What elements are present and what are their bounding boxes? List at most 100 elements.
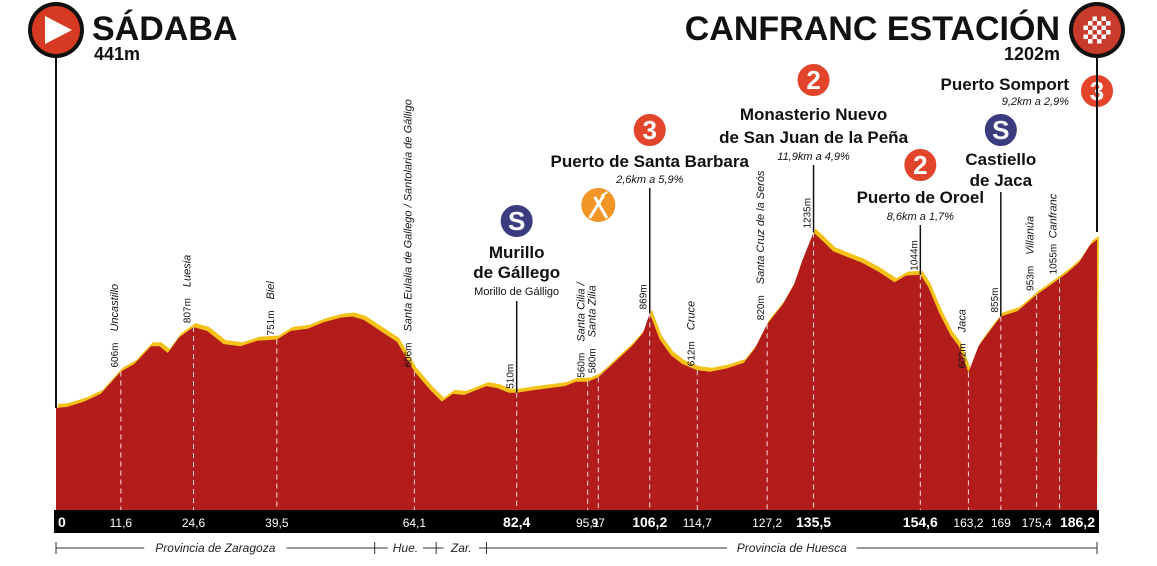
sprint-sub: Morillo de Gálligo	[474, 286, 559, 298]
region-label: Zar.	[450, 541, 472, 555]
sprint-name: Castiello	[965, 150, 1036, 169]
km-bar	[54, 510, 1099, 533]
climb-name: Monasterio Nuevo	[740, 105, 887, 124]
checker-square	[1092, 25, 1097, 30]
km-tick-label: 135,5	[796, 514, 831, 530]
checker-square	[1106, 25, 1111, 30]
checker-square	[1097, 39, 1102, 44]
location-name: Santa Zilia	[586, 285, 598, 337]
fork-knife-icon	[579, 186, 618, 224]
location-name: Biel	[265, 281, 277, 300]
km-tick-label: 97	[592, 516, 606, 530]
location-altitude: 606m	[403, 343, 414, 368]
sprint-icon	[982, 112, 1019, 148]
location-altitude: 855m	[990, 287, 1001, 312]
km-tick-label: 175,4	[1022, 516, 1052, 530]
km-tick-label: 106,2	[632, 514, 667, 530]
checker-square	[1101, 39, 1106, 44]
checker-square	[1083, 25, 1088, 30]
location-name: Jaca	[956, 309, 968, 333]
location-altitude: 820m	[756, 295, 767, 320]
region-label: Provincia de Zaragoza	[155, 541, 275, 555]
start-flag-icon	[28, 2, 84, 58]
km-tick-label: 127,2	[752, 516, 782, 530]
location-name: Uncastillo	[109, 284, 121, 332]
climb-category-icon	[631, 112, 668, 148]
climb-category-icon	[902, 147, 939, 183]
fork-tine	[600, 191, 608, 197]
sprint-name-2: de Gállego	[473, 263, 560, 282]
km-tick-label: 64,1	[403, 516, 427, 530]
location-altitude: 580m	[587, 348, 598, 373]
checker-square	[1088, 39, 1093, 44]
km-tick-label: 163,2	[953, 516, 983, 530]
checker-square	[1088, 16, 1093, 21]
checker-square	[1088, 21, 1093, 26]
checker-square	[1097, 30, 1102, 35]
checker-square	[1092, 39, 1097, 44]
knife-shape	[593, 196, 608, 219]
climb-name: Puerto de Santa Barbara	[551, 152, 750, 171]
region-label: Provincia de Huesca	[737, 541, 847, 555]
climb-name: Puerto de Oroel	[857, 188, 985, 207]
checker-square	[1101, 34, 1106, 39]
sprint-name: Murillo	[489, 243, 545, 262]
region-label-bg	[726, 540, 857, 556]
climb-category-icon	[795, 62, 832, 98]
location-altitude: 1055m	[1049, 244, 1060, 275]
checker-square	[1101, 16, 1106, 21]
checker-square	[1083, 21, 1088, 26]
checker-square	[1097, 25, 1102, 30]
checker-square	[1092, 30, 1097, 35]
location-name: Canfranc	[1048, 193, 1060, 238]
location-altitude: 751m	[266, 310, 277, 335]
climb-detail: 8,6km a 1,7%	[887, 211, 954, 223]
checker-square	[1092, 21, 1097, 26]
start-city: SÁDABA	[92, 10, 237, 48]
km-tick-label: 154,6	[903, 514, 938, 530]
location-name: Santa Cilia /	[576, 281, 588, 341]
location-name: Luesia	[182, 255, 194, 287]
km-tick-label: 82,4	[503, 514, 530, 530]
checker-square	[1097, 34, 1102, 39]
region-label: Hue.	[393, 541, 418, 555]
location-altitude: 602m	[957, 343, 968, 368]
location-altitude: 612m	[686, 341, 697, 366]
finish-flag-icon	[1069, 2, 1125, 58]
km-tick-label: 39,5	[265, 516, 289, 530]
km-tick-label: 11,6	[110, 516, 133, 530]
climb-detail: 9,2km a 2,9%	[1002, 96, 1069, 108]
sprint-icon	[498, 203, 535, 239]
checker-square	[1088, 34, 1093, 39]
region-label-bg	[443, 540, 479, 556]
checker-square	[1092, 34, 1097, 39]
km-tick-label: 24,6	[182, 516, 206, 530]
km-tick-label: 186,2	[1060, 514, 1095, 530]
km-tick-label: 169	[991, 516, 1011, 530]
location-altitude: 560m	[577, 353, 588, 378]
finish-city: CANFRANC ESTACIÓN	[685, 10, 1060, 48]
climb-category: 3	[643, 115, 657, 145]
km-tick-label: 95,1	[576, 516, 600, 530]
sprint-badge: S	[508, 206, 525, 236]
checker-square	[1101, 21, 1106, 26]
start-elevation: 441m	[94, 44, 140, 64]
region-label-bg	[144, 540, 287, 556]
climb-name-2: de San Juan de la Peña	[719, 128, 909, 147]
fork-shape	[588, 194, 605, 219]
location-name: Santa Cruz de la Serós	[755, 170, 767, 284]
checker-square	[1097, 21, 1102, 26]
checker-square	[1106, 21, 1111, 26]
checker-square	[1088, 25, 1093, 30]
climb-detail: 11,9km a 4,9%	[777, 151, 850, 163]
location-name: Villanúa	[1025, 216, 1037, 255]
location-altitude: 510m	[506, 364, 517, 389]
region-label-bg	[387, 540, 424, 556]
location-name: Cruce	[685, 301, 697, 330]
climb-category: 2	[806, 65, 820, 95]
location-altitude: 1235m	[803, 198, 814, 229]
checker-square	[1101, 25, 1106, 30]
checker-square	[1106, 34, 1111, 39]
checker-square	[1106, 30, 1111, 35]
